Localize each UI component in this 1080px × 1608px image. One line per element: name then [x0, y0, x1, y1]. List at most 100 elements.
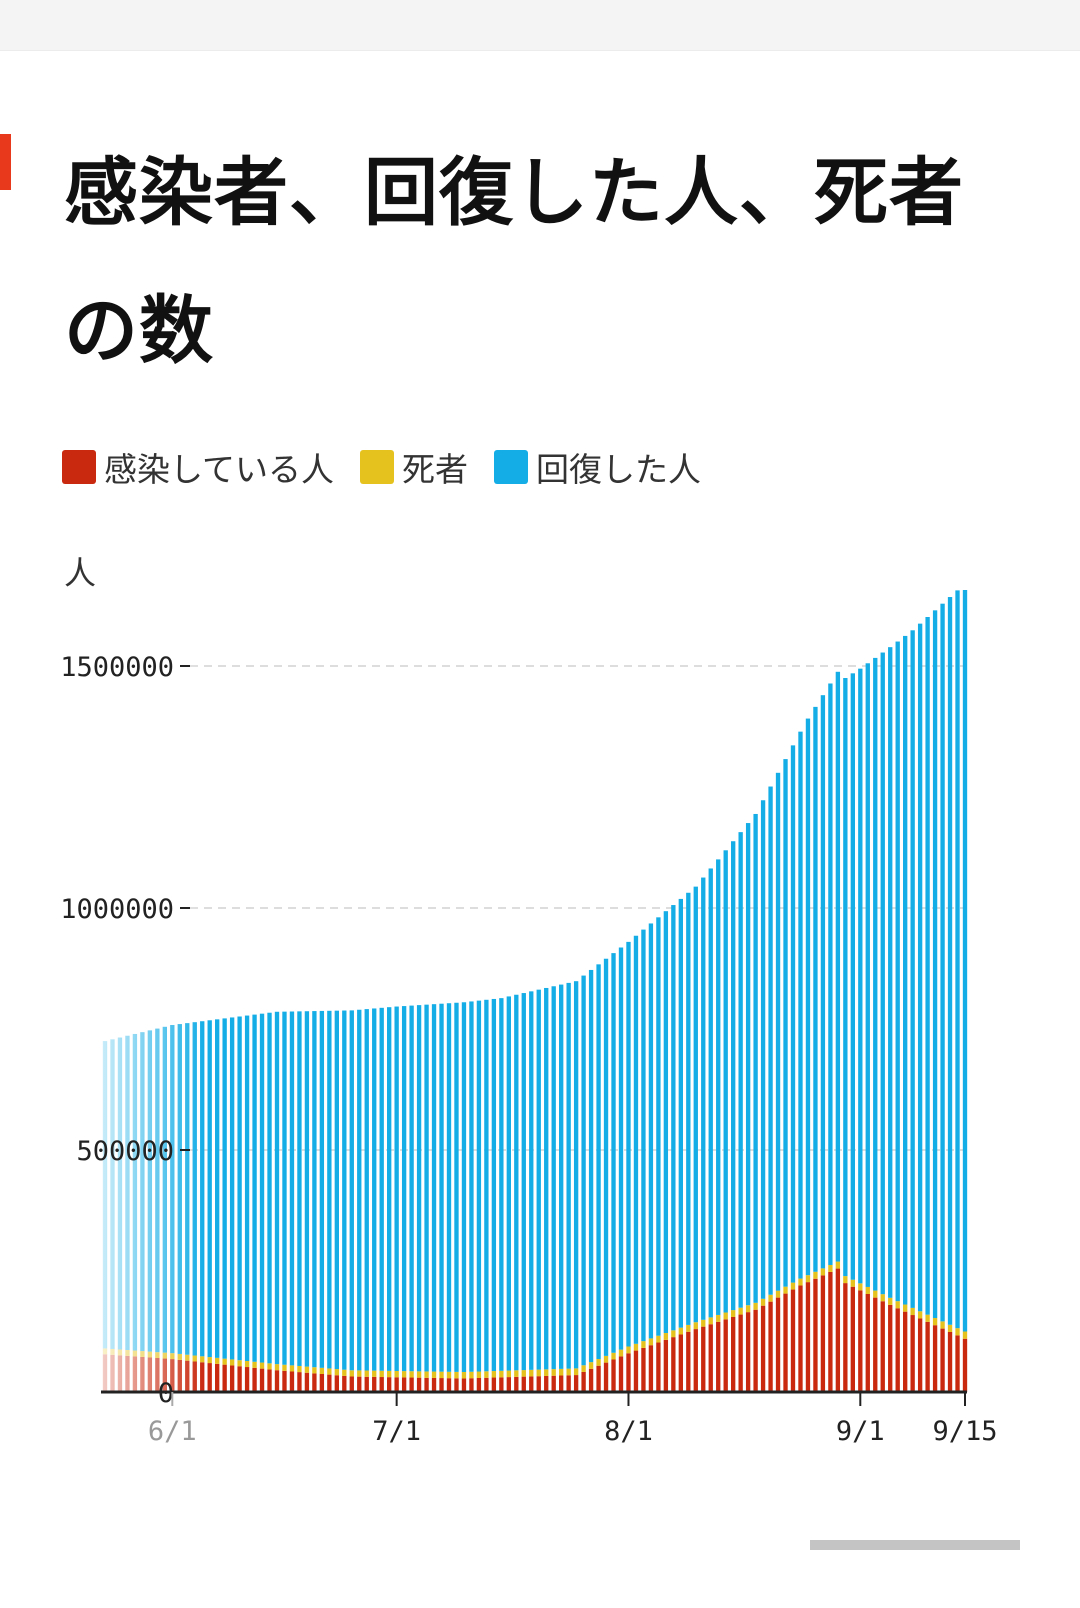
- bar-deaths-35: [364, 1370, 369, 1377]
- bar-infected-79: [693, 1329, 698, 1392]
- bar-recovered-40: [401, 1006, 407, 1372]
- bar-infected-110: [925, 1321, 930, 1392]
- bar-deaths-103: [873, 1290, 878, 1298]
- bar-infected-115: [962, 1338, 968, 1392]
- bar-infected-103: [873, 1297, 878, 1392]
- bar-infected-80: [701, 1326, 706, 1392]
- bar-recovered-55: [514, 994, 519, 1371]
- bar-deaths-38: [387, 1370, 392, 1378]
- bar-infected-72: [641, 1347, 646, 1392]
- bar-deaths-18: [237, 1360, 242, 1367]
- bar-deaths-72: [641, 1341, 646, 1348]
- bar-deaths-82: [716, 1314, 721, 1322]
- bar-infected-57: [529, 1376, 534, 1392]
- bar-infected-75: [663, 1339, 669, 1392]
- bar-deaths-64: [581, 1365, 586, 1372]
- bar-deaths-99: [843, 1276, 848, 1284]
- bar-infected-65: [588, 1368, 594, 1392]
- bar-recovered-43: [424, 1004, 429, 1372]
- bar-infected-46: [446, 1378, 452, 1392]
- bar-recovered-65: [588, 969, 594, 1363]
- bar-deaths-56: [521, 1370, 526, 1377]
- bar-recovered-31: [334, 1010, 339, 1370]
- bar-recovered-114: [955, 590, 960, 1329]
- bar-deaths-111: [932, 1318, 938, 1326]
- bar-infected-67: [603, 1362, 609, 1392]
- bar-infected-91: [783, 1293, 788, 1392]
- bar-recovered-52: [491, 998, 497, 1372]
- bar-deaths-66: [596, 1359, 601, 1366]
- bar-deaths-36: [372, 1370, 377, 1377]
- bar-deaths-16: [222, 1358, 227, 1365]
- bar-infected-23: [274, 1370, 280, 1392]
- bar-infected-105: [888, 1304, 893, 1392]
- bar-recovered-67: [603, 958, 609, 1356]
- bar-infected-22: [267, 1369, 272, 1392]
- title-accent-mark: [0, 134, 11, 190]
- bar-infected-73: [648, 1345, 654, 1392]
- bar-deaths-27: [304, 1366, 310, 1373]
- bar-infected-83: [723, 1319, 728, 1392]
- x-tick-label-7/1: 7/1: [372, 1416, 421, 1447]
- bar-deaths-62: [566, 1368, 571, 1376]
- bar-deaths-69: [618, 1349, 624, 1357]
- bar-deaths-77: [678, 1327, 683, 1335]
- bar-deaths-28: [312, 1367, 317, 1374]
- bar-deaths-80: [701, 1319, 706, 1327]
- bar-infected-66: [596, 1365, 601, 1392]
- bar-infected-31: [334, 1375, 339, 1392]
- horizontal-scroll-indicator[interactable]: [810, 1540, 1020, 1550]
- bar-recovered-88: [760, 800, 766, 1299]
- bar-recovered-24: [282, 1011, 287, 1365]
- bar-deaths-102: [865, 1286, 870, 1294]
- bar-infected-78: [686, 1331, 691, 1392]
- bar-deaths-88: [760, 1298, 766, 1306]
- bar-infected-97: [828, 1271, 833, 1392]
- bar-recovered-79: [693, 886, 698, 1323]
- bar-deaths-81: [708, 1317, 713, 1325]
- page-title: 感染者、回復した人、死者の数: [64, 150, 964, 374]
- bar-recovered-39: [394, 1006, 399, 1371]
- bar-deaths-25: [289, 1365, 295, 1372]
- bar-recovered-91: [783, 759, 788, 1287]
- bar-deaths-84: [731, 1310, 736, 1317]
- bar-recovered-35: [364, 1009, 369, 1371]
- bar-deaths-15: [215, 1357, 220, 1364]
- bar-infected-36: [372, 1376, 377, 1392]
- bar-infected-84: [731, 1316, 736, 1392]
- legend-label-infected: 感染している人: [104, 450, 335, 489]
- bar-infected-44: [431, 1377, 437, 1392]
- bar-infected-87: [753, 1309, 758, 1392]
- bar-recovered-25: [289, 1011, 295, 1366]
- bar-deaths-17: [229, 1359, 235, 1366]
- bar-deaths-48: [461, 1372, 467, 1379]
- bar-infected-104: [880, 1301, 885, 1392]
- bar-infected-32: [342, 1375, 347, 1392]
- bar-deaths-44: [431, 1371, 437, 1378]
- bar-infected-37: [379, 1377, 384, 1392]
- bar-deaths-58: [536, 1369, 541, 1377]
- bar-deaths-45: [439, 1371, 444, 1379]
- bar-infected-88: [760, 1305, 766, 1392]
- bar-recovered-57: [529, 991, 534, 1370]
- bar-deaths-26: [297, 1365, 302, 1373]
- bar-recovered-44: [431, 1004, 437, 1372]
- bar-deaths-114: [955, 1328, 960, 1336]
- bar-recovered-92: [790, 745, 796, 1283]
- bar-recovered-106: [895, 641, 900, 1302]
- bar-deaths-24: [282, 1364, 287, 1371]
- bar-deaths-97: [828, 1264, 833, 1272]
- bar-deaths-105: [888, 1297, 893, 1305]
- bar-recovered-58: [536, 989, 541, 1370]
- bar-recovered-100: [850, 673, 855, 1280]
- bar-infected-30: [327, 1374, 332, 1392]
- bar-recovered-80: [701, 877, 706, 1320]
- bar-deaths-23: [274, 1364, 280, 1371]
- bar-infected-61: [559, 1375, 564, 1392]
- bar-deaths-113: [947, 1324, 953, 1332]
- bar-recovered-115: [962, 590, 968, 1332]
- bar-infected-53: [499, 1377, 504, 1392]
- bar-deaths-14: [207, 1357, 212, 1364]
- left-fade-overlay: [95, 590, 205, 1394]
- bar-deaths-70: [626, 1346, 631, 1354]
